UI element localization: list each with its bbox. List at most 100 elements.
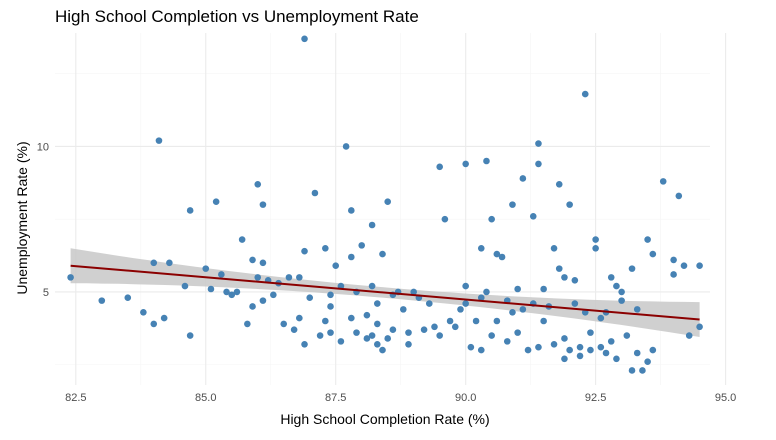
data-point [436,163,443,171]
data-point [633,349,641,357]
data-point [353,329,360,336]
data-point [379,346,386,354]
data-point [535,160,542,168]
data-point [623,332,631,339]
data-point [483,288,490,296]
data-point [389,326,397,334]
data-point [566,201,573,208]
data-point [592,236,599,243]
data-point [519,175,527,182]
data-point [316,332,324,339]
data-point [519,306,527,313]
data-point [322,317,329,325]
data-point [259,201,267,208]
x-tick-labels: 82.5 85.0 87.5 90.0 92.5 95.0 [65,392,736,404]
data-point [207,285,215,293]
data-point [696,323,703,331]
data-point [535,343,542,351]
data-point [457,306,464,313]
data-point [639,367,646,374]
data-point [368,221,376,229]
data-point [140,308,147,316]
data-point [576,352,584,360]
data-point [540,317,547,325]
data-point [696,262,703,270]
data-point [462,160,469,168]
data-point [337,338,345,345]
data-point [296,314,303,322]
data-point [649,250,657,258]
data-point [659,178,667,185]
data-point [181,282,189,290]
data-point [618,297,625,304]
data-point [410,288,417,296]
data-point [249,256,256,264]
data-point [613,355,620,363]
data-point [498,253,506,261]
data-point [363,335,371,342]
data-point [561,274,568,281]
data-point [571,276,579,284]
data-point [342,143,350,150]
data-point [155,137,163,144]
x-tick-label: 95.0 [715,392,736,404]
data-point [233,288,241,296]
data-point [244,320,251,328]
data-point [633,306,641,313]
data-point [431,323,438,331]
trend-layer [70,264,700,321]
x-axis-title: High School Completion Rate (%) [280,411,489,427]
data-point [441,215,449,223]
data-point [301,247,308,255]
y-tick-labels: 5 10 [37,141,49,298]
data-point [451,323,459,331]
data-point [561,355,568,363]
data-point [644,358,651,366]
data-point [374,300,381,307]
data-point [368,332,376,339]
points-layer [67,35,703,374]
data-point [358,242,366,249]
data-point [685,332,693,339]
data-point [436,332,443,339]
data-point [670,256,677,264]
data-point [124,294,132,302]
data-point [607,338,615,345]
data-point [425,300,433,307]
data-point [446,317,454,325]
data-point [98,297,106,304]
y-axis-title: Unemployment Rate (%) [14,141,30,294]
data-point [405,329,412,336]
data-point [509,308,516,316]
data-point [311,189,319,197]
data-point [290,326,298,334]
data-point [348,207,355,214]
data-point [483,157,490,165]
data-point [493,250,501,258]
data-point [680,262,688,270]
data-point [514,285,521,293]
data-point [348,314,355,322]
data-point [555,180,563,188]
data-point [602,349,610,357]
data-point [186,332,194,339]
data-point [597,343,605,351]
data-point [150,320,158,328]
data-point [374,320,381,328]
chart-title: High School Completion vs Unemployment R… [55,7,419,26]
data-point [280,320,288,328]
data-point [301,340,308,348]
data-point [592,244,599,252]
data-point [238,236,246,243]
x-tick-label: 85.0 [195,392,216,404]
data-point [186,207,194,214]
data-point [675,192,683,200]
data-point [488,215,495,223]
data-point [566,346,573,354]
data-point [150,259,158,267]
data-point [301,35,308,43]
data-point [420,326,428,334]
data-point [477,346,485,354]
data-point [296,274,303,281]
